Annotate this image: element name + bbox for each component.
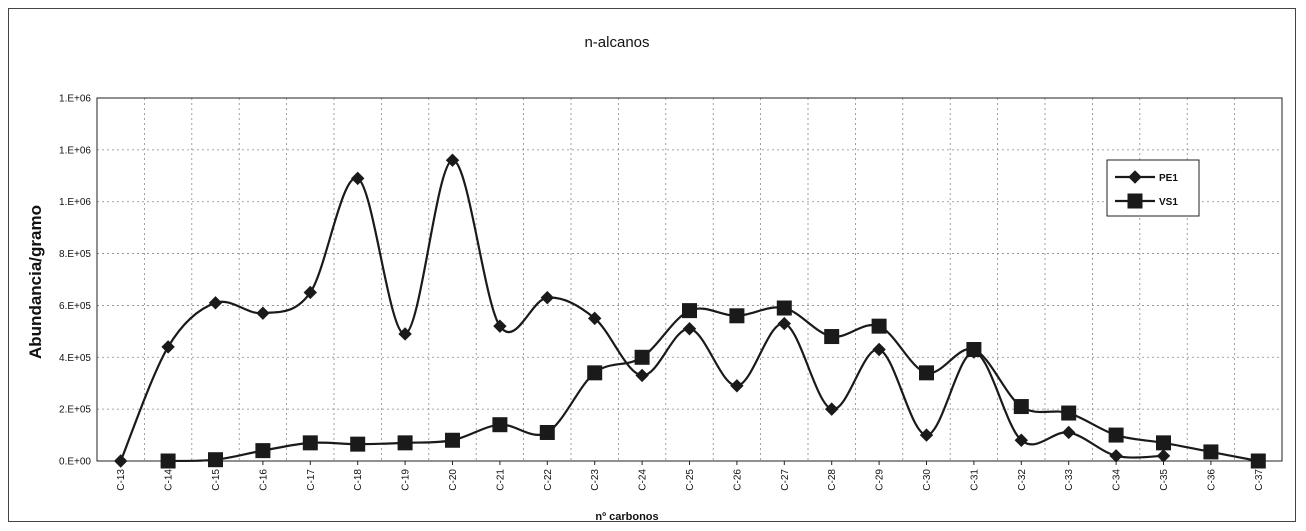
data-point [492,417,508,433]
data-point [208,296,223,310]
x-tick-label: C-28 [827,469,838,491]
x-tick-label: C-33 [1064,469,1075,491]
x-tick-label: C-13 [116,469,127,491]
x-tick-label: C-36 [1206,469,1217,491]
x-tick-label: C-34 [1112,469,1123,491]
data-point [398,327,412,341]
data-point [1061,405,1077,421]
series-pe1 [113,153,1171,468]
x-tick-label: C-18 [353,469,364,491]
data-point [255,443,271,459]
data-point [776,300,792,316]
data-point [303,285,318,300]
data-point [302,435,318,451]
x-tick-label: C-15 [211,469,222,491]
x-tick-label: C-29 [875,469,886,491]
legend-marker [1127,193,1143,209]
data-point [397,435,413,451]
x-tick-label: C-26 [732,469,743,491]
data-point [729,308,745,324]
data-point [539,424,555,440]
data-point [966,342,982,358]
x-tick-label: C-30 [922,469,933,491]
x-axis-label: nº carbonos [595,511,658,523]
x-tick-label: C-37 [1254,469,1265,491]
data-point [777,316,792,331]
data-point [1250,453,1266,469]
x-tick-label: C-31 [969,469,980,491]
legend: PE1 VS1 [1106,159,1200,217]
y-tick-label: 1.E+06 [59,145,91,156]
chart-frame: n-alcanos Abundancia/gramo nº carbonos 0… [8,8,1296,523]
data-point [872,342,886,357]
data-point [161,340,175,354]
data-point [587,311,602,326]
data-point [1203,444,1219,460]
data-point [1013,399,1029,415]
x-tick-label: C-20 [448,469,459,491]
x-tick-label: C-16 [258,469,269,491]
x-tick-label: C-21 [495,469,506,491]
data-point [634,349,650,365]
x-tick-label: C-14 [164,469,175,491]
data-point [1156,449,1171,463]
y-tick-label: 6.E+05 [59,301,91,312]
data-point [256,306,270,320]
data-point [493,319,507,333]
x-tick-label: C-22 [543,469,554,491]
data-point [919,365,934,381]
x-tick-label: C-24 [638,469,649,491]
data-point [1014,433,1029,447]
y-tick-label: 4.E+05 [59,353,91,364]
line-chart: n-alcanos Abundancia/gramo nº carbonos 0… [26,34,1283,523]
data-point [1109,449,1123,463]
data-point [160,453,176,469]
grid [97,97,1282,462]
series-vs1 [160,300,1266,469]
data-point [682,322,697,336]
y-tick-label: 8.E+05 [59,249,91,260]
y-tick-label: 0.E+00 [59,457,91,468]
y-tick-label: 2.E+05 [59,405,91,416]
x-tick-label: C-19 [401,469,412,491]
data-point [445,153,460,167]
series-line [119,159,1164,462]
x-tick-label: C-35 [1159,469,1170,491]
plot-area [96,97,1283,462]
data-point [824,329,840,345]
data-point [350,436,366,452]
x-tick-label: C-32 [1017,469,1028,491]
y-tick-label: 1.E+06 [59,94,91,105]
y-tick-label: 1.E+06 [59,197,91,208]
x-tick-label: C-25 [685,469,696,491]
data-point [1061,425,1076,440]
data-point [540,290,555,305]
x-tick-label: C-27 [780,469,791,491]
x-tick-label: C-23 [590,469,601,491]
data-point [208,452,223,468]
data-point [871,318,887,334]
data-point [350,171,365,186]
data-point [682,303,697,319]
legend-marker [1128,170,1142,184]
data-point [1108,427,1124,443]
data-point [824,402,839,416]
legend-label: VS1 [1159,197,1178,208]
chart-title: n-alcanos [584,34,649,51]
data-point [919,428,934,442]
x-tick-label: C-17 [306,469,317,491]
legend-box [1106,159,1200,217]
data-point [587,365,603,381]
data-point [445,432,460,448]
data-point [730,379,744,393]
data-point [1156,435,1171,451]
series-layer [113,153,1266,469]
data-point [635,368,649,383]
y-axis-label: Abundancia/gramo [26,205,45,359]
data-point [113,454,128,468]
legend-label: PE1 [1159,173,1178,184]
axes: 0.E+00 2.E+05 4.E+05 6.E+05 8.E+05 1.E+06 1.E+… [59,94,1283,491]
